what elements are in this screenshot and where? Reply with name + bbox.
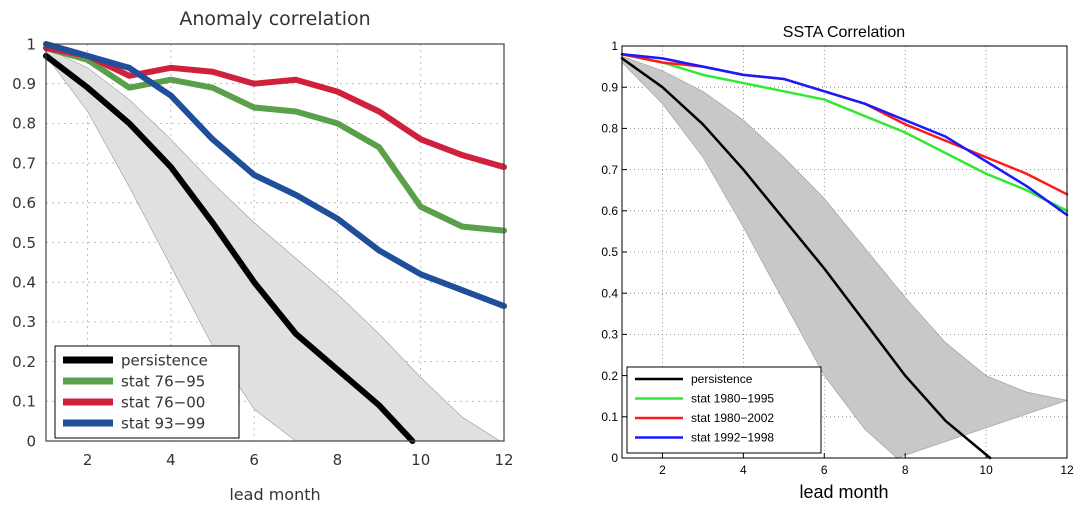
x-tick-label: 12 [494, 451, 513, 469]
y-tick-label: 0 [26, 432, 36, 450]
legend: persistence stat 76−95 stat 76−00 stat 93−9… [54, 345, 240, 439]
legend-label: stat 1980−1995 [691, 392, 774, 406]
series-line-stat-1992-1998 [620, 52, 1069, 217]
x-tick-label: 2 [83, 451, 93, 469]
x-tick-label: 8 [333, 451, 343, 469]
series-line-stat-76-95 [43, 44, 507, 234]
y-tick-label: 0.4 [601, 286, 618, 300]
y-tick-label: 1 [611, 39, 618, 53]
legend-label: stat 76−95 [121, 372, 205, 390]
x-tick-label: 10 [411, 451, 430, 469]
x-tick-label: 12 [1060, 463, 1074, 477]
y-tick-label: 0.6 [601, 204, 618, 218]
legend-label: stat 1980−2002 [691, 411, 774, 425]
series-line-stat-93-99 [43, 41, 507, 310]
legend-label: stat 93−99 [121, 414, 205, 432]
y-tick-label: 0.5 [601, 245, 618, 259]
y-tick-label: 0.3 [601, 328, 618, 342]
y-tick-label: 0.3 [12, 313, 36, 331]
y-tick-label: 0.9 [12, 75, 36, 93]
series-line-stat-1980-1995 [620, 52, 1069, 213]
y-tick-label: 0.6 [12, 194, 36, 212]
y-tick-label: 0.8 [601, 122, 618, 136]
x-tick-label: 4 [740, 463, 747, 477]
x-axis-label: lead month [799, 482, 888, 502]
x-tick-label: 10 [979, 463, 993, 477]
y-tick-label: 0.9 [601, 80, 618, 94]
series-line-persistence [43, 52, 416, 444]
series-line-stat-76-00 [43, 44, 507, 171]
x-tick-label: 4 [166, 451, 176, 469]
x-tick-label: 2 [659, 463, 666, 477]
legend-label: stat 76−00 [121, 393, 205, 411]
legend-label: persistence [121, 351, 208, 369]
chart-title: SSTA Correlation [783, 24, 905, 41]
persistence-range-band [45, 47, 501, 442]
y-tick-label: 0.2 [12, 353, 36, 371]
legend: persistence stat 1980−1995 stat 1980−2002 s… [626, 366, 822, 454]
shaded-band [45, 47, 501, 442]
x-tick-labels: 2 4 6 8 10 12 [659, 453, 1074, 477]
anomaly-correlation-chart: 2 4 6 8 10 12 0 0.1 0.2 0.3 0.4 0.5 0.6 0.7 0.8 0.9 1 A… [12, 8, 513, 504]
y-tick-label: 0.4 [12, 273, 36, 291]
series-lines [620, 52, 1069, 460]
series-line-persistence [620, 57, 992, 460]
x-tick-labels: 2 4 6 8 10 12 [83, 451, 514, 469]
y-tick-labels: 0 0.1 0.2 0.3 0.4 0.5 0.6 0.7 0.8 0.9 1 [12, 35, 36, 450]
ssta-correlation-chart: 2 4 6 8 10 12 0 0.1 0.2 0.3 0.4 0.5 0.6 0.7 0.8 0.9 1 S… [601, 24, 1074, 502]
y-tick-label: 0.1 [601, 410, 618, 424]
x-tick-label: 8 [902, 463, 909, 477]
y-tick-label: 1 [26, 35, 36, 53]
chart-title: Anomaly correlation [179, 8, 370, 30]
y-tick-label: 0.1 [12, 393, 36, 411]
series-lines [43, 41, 507, 444]
y-tick-label: 0.8 [12, 115, 36, 133]
x-tick-label: 6 [249, 451, 259, 469]
x-tick-label: 6 [821, 463, 828, 477]
y-tick-label: 0 [611, 451, 618, 465]
y-tick-label: 0.7 [12, 154, 36, 172]
y-tick-label: 0.2 [601, 369, 618, 383]
x-axis-label: lead month [229, 485, 320, 504]
plot-frame [45, 43, 505, 442]
legend-label: stat 1992−1998 [691, 431, 774, 445]
y-tick-labels: 0 0.1 0.2 0.3 0.4 0.5 0.6 0.7 0.8 0.9 1 [601, 39, 627, 465]
y-tick-label: 0.5 [12, 234, 36, 252]
y-tick-label: 0.7 [601, 163, 618, 177]
legend-label: persistence [691, 372, 753, 386]
